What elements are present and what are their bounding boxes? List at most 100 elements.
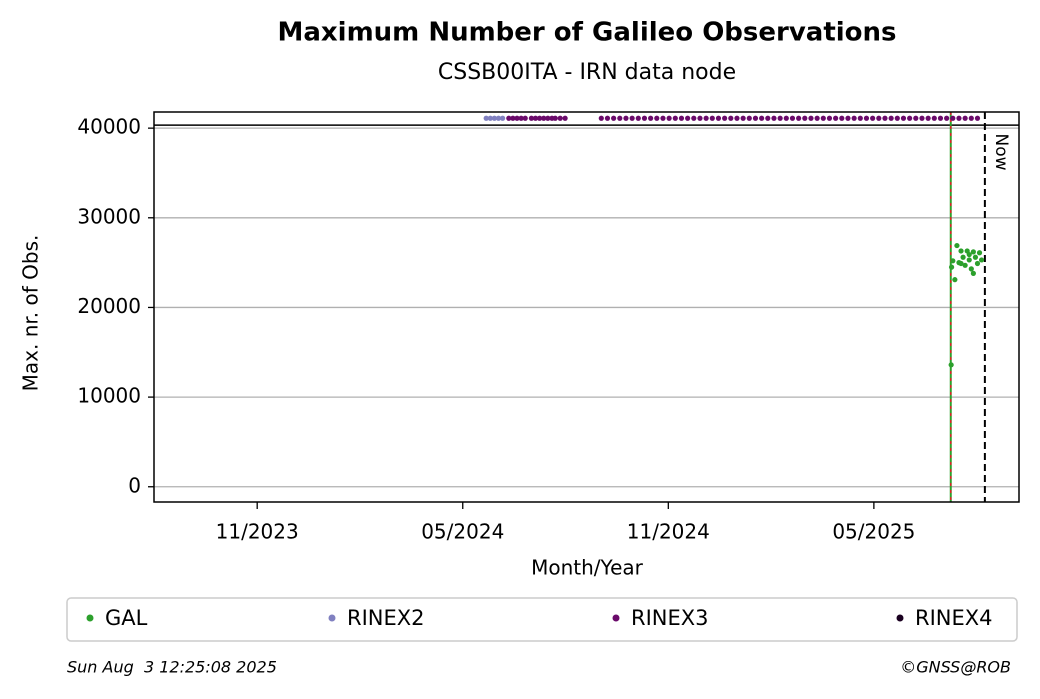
x-tick-label: 11/2023 — [216, 520, 299, 544]
data-point — [944, 115, 950, 121]
data-point — [518, 115, 524, 121]
data-point — [734, 115, 740, 121]
data-point — [968, 266, 974, 272]
data-point — [500, 115, 506, 121]
data-point — [629, 115, 635, 121]
data-point — [598, 115, 604, 121]
data-point — [759, 115, 765, 121]
data-point — [948, 264, 955, 270]
data-point — [970, 249, 976, 255]
data-point — [522, 115, 528, 121]
data-point — [820, 115, 826, 121]
data-point — [611, 115, 617, 121]
data-point — [974, 115, 981, 121]
data-point — [783, 115, 789, 121]
data-point — [487, 115, 493, 121]
data-point — [528, 115, 535, 121]
data-point — [740, 115, 746, 121]
legend-marker — [612, 614, 620, 622]
plot-frame — [153, 111, 1020, 503]
data-point — [537, 115, 543, 121]
data-point — [826, 115, 833, 121]
data-point — [491, 115, 498, 121]
footer-credit: ©GNSS@ROB — [900, 658, 1011, 677]
data-point — [851, 115, 857, 121]
now-label: Now — [991, 133, 1011, 170]
data-point — [950, 258, 956, 264]
chart-subtitle: CSSB00ITA - IRN data node — [438, 60, 736, 85]
data-point — [968, 115, 974, 121]
data-point — [562, 115, 568, 121]
data-point — [931, 115, 937, 121]
data-point — [666, 115, 672, 121]
data-point — [976, 250, 983, 256]
data-point — [641, 115, 648, 121]
legend-label: GAL — [105, 606, 148, 630]
data-point — [722, 115, 728, 121]
data-point — [952, 277, 958, 283]
data-point — [888, 115, 894, 121]
data-point — [870, 115, 876, 121]
data-point — [635, 115, 641, 121]
data-point — [672, 115, 678, 121]
data-point — [789, 115, 796, 121]
data-point — [948, 362, 954, 368]
data-point — [541, 115, 547, 121]
y-tick-label: 0 — [128, 473, 141, 497]
legend-box — [66, 597, 1018, 642]
x-axis-label: Month/Year — [531, 556, 644, 580]
legend-marker — [896, 614, 904, 622]
data-point — [962, 115, 968, 121]
data-point — [978, 257, 985, 263]
data-point — [960, 254, 966, 260]
data-point — [802, 115, 808, 121]
data-point — [678, 115, 685, 121]
data-point — [950, 115, 956, 121]
data-point — [495, 115, 502, 121]
x-tick-label: 11/2024 — [627, 520, 710, 544]
data-point — [728, 115, 734, 121]
data-point — [966, 251, 972, 258]
data-point — [966, 257, 972, 263]
data-point — [863, 115, 870, 121]
x-tick-label: 05/2024 — [421, 520, 504, 544]
data-point — [697, 115, 703, 121]
data-point — [623, 115, 629, 121]
data-point — [808, 115, 814, 121]
footer-date: Sun Aug 3 12:25:08 2025 — [67, 658, 277, 677]
data-point — [954, 242, 960, 249]
data-point — [545, 115, 551, 121]
data-point — [857, 115, 863, 121]
chart-title: Maximum Number of Galileo Observations — [277, 18, 896, 48]
data-point — [907, 115, 913, 121]
data-point — [839, 115, 845, 121]
data-point — [956, 115, 962, 121]
y-tick-label: 30000 — [77, 204, 141, 228]
data-point — [685, 115, 691, 121]
data-point — [958, 260, 964, 267]
data-point — [876, 115, 882, 121]
data-point — [648, 115, 654, 121]
y-axis-label: Max. nr. of Obs. — [19, 235, 43, 392]
y-tick-label: 40000 — [77, 115, 141, 139]
data-point — [894, 115, 900, 121]
data-point — [958, 248, 964, 254]
data-point — [557, 115, 563, 121]
data-point — [703, 115, 709, 121]
data-point — [660, 115, 666, 121]
legend-label: RINEX4 — [915, 606, 993, 630]
data-point — [617, 115, 623, 121]
legend-marker — [328, 614, 336, 622]
data-point — [913, 115, 919, 121]
data-point — [514, 115, 520, 121]
data-point — [771, 115, 777, 121]
data-point — [604, 115, 611, 121]
data-point — [765, 115, 771, 121]
x-tick-label: 05/2025 — [832, 520, 915, 544]
data-point — [962, 262, 968, 268]
data-point — [532, 115, 539, 121]
data-point — [691, 115, 697, 121]
data-point — [709, 115, 715, 121]
data-point — [972, 254, 979, 260]
